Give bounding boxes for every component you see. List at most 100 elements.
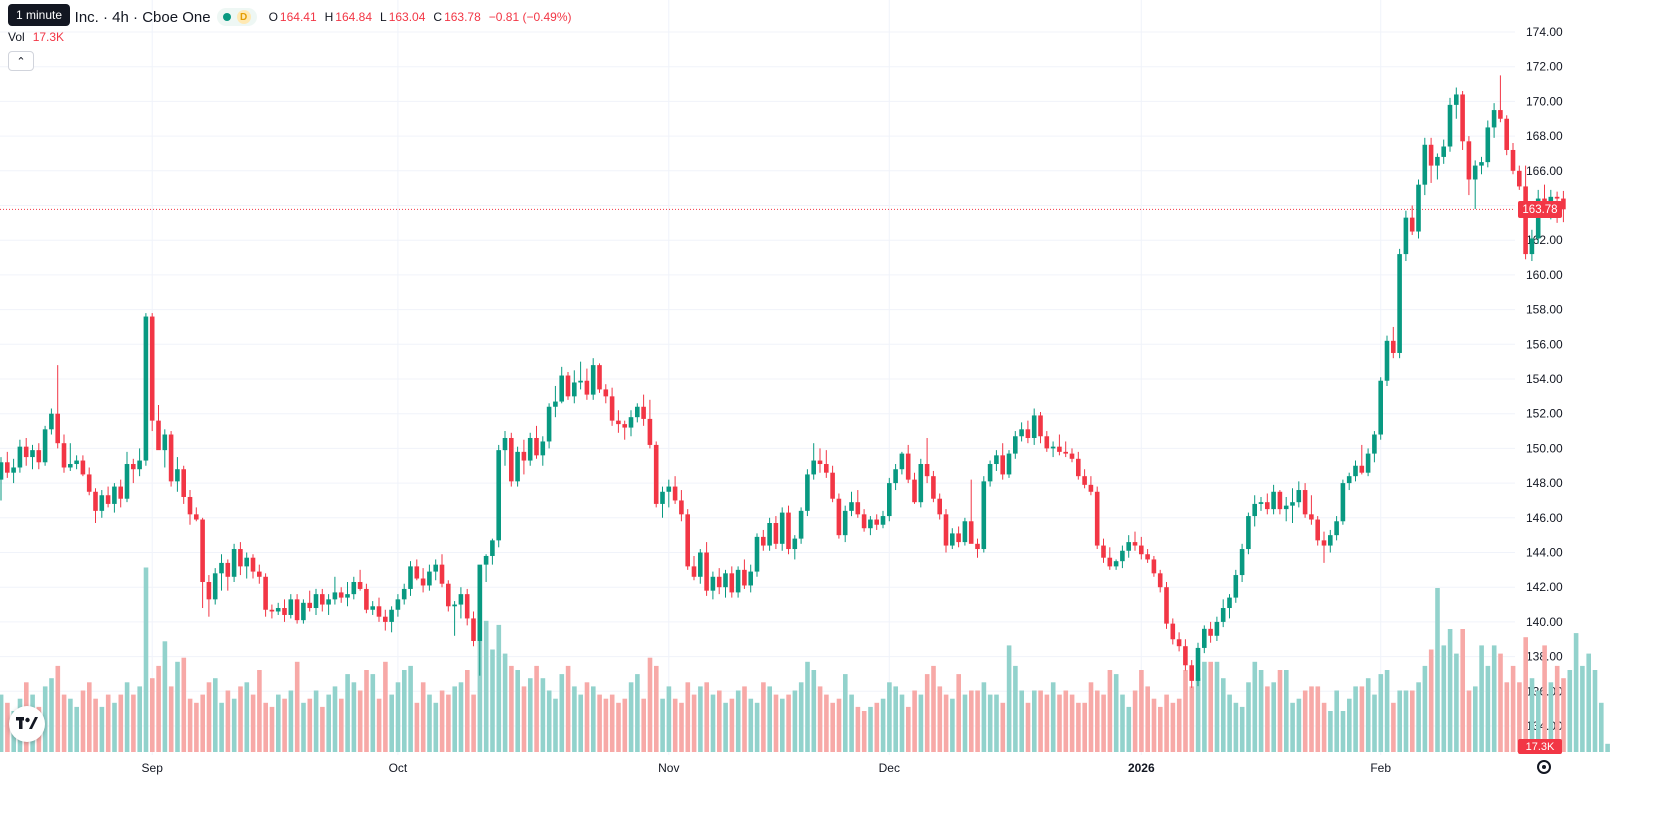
volume-bar [1554, 665, 1560, 752]
volume-bar [559, 674, 565, 752]
candle-body [521, 451, 527, 461]
candle-body [811, 460, 816, 475]
volume-bar [1523, 637, 1528, 752]
candle-body [534, 437, 539, 456]
volume-bar [231, 698, 237, 752]
candle-body [99, 495, 105, 511]
volume-bar [660, 698, 665, 752]
volume-bar [830, 702, 835, 752]
candle-body [597, 365, 602, 390]
volume-bar [1013, 665, 1018, 752]
x-tick-label: Sep [142, 761, 164, 775]
volume-bar [628, 682, 634, 752]
candle-body [414, 566, 420, 579]
tradingview-logo-icon[interactable] [9, 706, 45, 742]
volume-bar [1605, 743, 1610, 752]
volume-bar [1233, 702, 1239, 752]
candle-body [754, 536, 760, 572]
candle-body [918, 464, 924, 503]
volume-bar [433, 702, 439, 752]
candle-body [194, 514, 199, 520]
volume-bar [1095, 690, 1100, 752]
candle-body [616, 420, 621, 425]
close-label: C [433, 10, 443, 24]
candle-body [1076, 458, 1081, 477]
volume-bar [80, 690, 86, 752]
symbol-title[interactable]: o, Inc. · 4h · Cboe One [58, 8, 211, 26]
volume-bar [61, 694, 67, 752]
volume-bar [5, 702, 10, 752]
volume-bar [282, 698, 287, 752]
volume-bar [313, 690, 319, 752]
volume-bar [975, 690, 980, 752]
volume-bar [578, 694, 583, 752]
volume-bar [906, 706, 911, 752]
volume-bar [1069, 694, 1075, 752]
candle-body [118, 486, 123, 499]
chevron-up-icon: ⌃ [16, 55, 26, 68]
candle-body [112, 486, 117, 504]
candle-body [168, 434, 174, 482]
candle-body [1145, 554, 1150, 560]
volume-bar [635, 674, 640, 752]
y-tick-label: 170.00 [1526, 94, 1563, 108]
volume-bar [616, 702, 621, 752]
y-tick-label: 162.00 [1526, 233, 1563, 247]
volume-bar [1006, 645, 1012, 752]
volume-bar [1359, 686, 1365, 752]
volume-bar [1296, 698, 1302, 752]
volume-bar [572, 686, 577, 752]
volume-bar [855, 706, 861, 752]
volume-bar [1221, 678, 1226, 752]
candle-body [1346, 476, 1352, 484]
volume-bar [490, 649, 495, 752]
candle-body [338, 592, 344, 598]
volume-bar [502, 653, 508, 752]
volume-bar [1447, 629, 1453, 752]
candle-body [1397, 254, 1402, 353]
volume-bar [723, 702, 728, 752]
market-open-dot-icon [222, 13, 231, 21]
volume-bar [899, 694, 905, 752]
volume-bar [1548, 682, 1554, 752]
volume-bar [1466, 690, 1472, 752]
candle-body [1403, 217, 1409, 255]
candle-body [250, 557, 256, 572]
candle-body [691, 566, 697, 577]
volume-bar [729, 698, 735, 752]
candle-body [975, 543, 980, 550]
settings-gear-icon[interactable] [1537, 760, 1551, 774]
candle-body [716, 576, 722, 588]
candle-body [1321, 540, 1327, 546]
candle-body [1409, 217, 1415, 232]
candle-body [609, 396, 615, 421]
volume-bar [238, 686, 243, 752]
volume-bar [849, 694, 854, 752]
volume-bar [1113, 674, 1119, 752]
candle-body [622, 424, 627, 428]
candle-body [572, 382, 577, 397]
candle-body [698, 552, 703, 577]
volume-bar [805, 661, 810, 752]
volume-bar [1491, 645, 1497, 752]
candle-body [1365, 453, 1371, 473]
x-tick-label: Feb [1370, 761, 1391, 775]
volume-bar [691, 694, 697, 752]
volume-bar [1397, 690, 1402, 752]
candle-body [1441, 146, 1446, 157]
candle-body [729, 573, 735, 593]
collapse-legend-button[interactable]: ⌃ [8, 51, 34, 71]
volume-bar [1378, 674, 1384, 752]
volume-bar [1599, 702, 1604, 752]
candle-body [420, 578, 426, 586]
candle-body [471, 618, 476, 641]
candle-body [357, 581, 363, 589]
volume-bar [1227, 694, 1232, 752]
candle-body [559, 375, 564, 402]
volume-bar [761, 682, 766, 752]
market-status-pill[interactable]: D [216, 8, 257, 26]
candle-body [36, 450, 42, 463]
candle-body [351, 581, 357, 595]
volume-bar [168, 686, 174, 752]
